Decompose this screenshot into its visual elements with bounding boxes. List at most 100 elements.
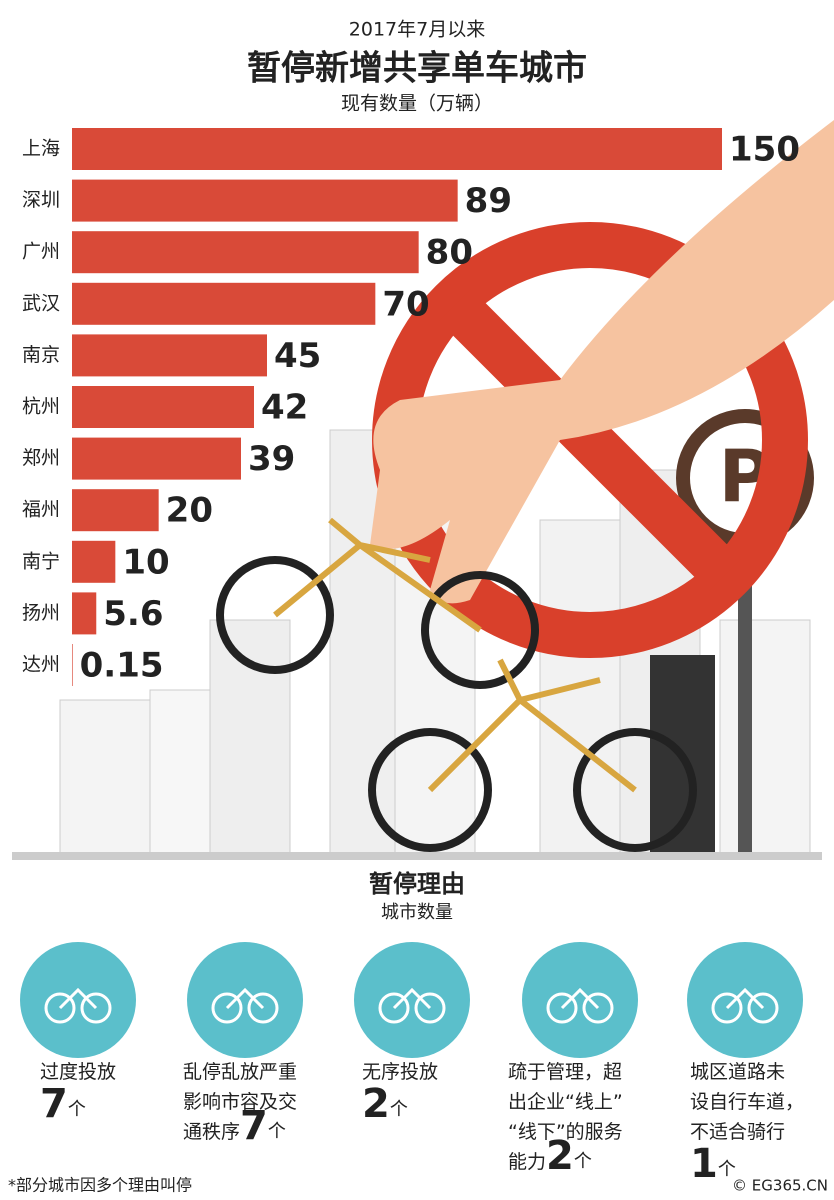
icon-wheel xyxy=(211,992,243,1024)
reason-label: 乱停乱放严重 xyxy=(183,1061,297,1083)
value-label: 5.6 xyxy=(103,594,163,634)
reason-line: 疏于管理，超 xyxy=(508,1061,622,1083)
reason-label: “线下”的服务 xyxy=(508,1121,623,1143)
category-label: 杭州 xyxy=(22,396,60,418)
reason-count-line: 7个 xyxy=(40,1081,86,1127)
icon-frame xyxy=(392,987,432,1010)
bar-chart: 上海 150 深圳 89 广州 80 武汉 70 南京 45 杭州 42 郑州 39 福州 20 南宁 10 扬州 5… xyxy=(22,128,800,686)
chart-title: 暂停新增共享单车城市 xyxy=(247,49,587,89)
icon-frame xyxy=(725,987,765,1010)
category-label: 上海 xyxy=(22,138,60,160)
reason-line: 设自行车道， xyxy=(690,1091,804,1113)
bar xyxy=(72,386,254,428)
value-label: 0.15 xyxy=(80,646,164,686)
reason-line: 城区道路未 xyxy=(690,1061,785,1083)
reason-line: 乱停乱放严重 xyxy=(183,1061,297,1083)
value-label: 10 xyxy=(122,542,169,582)
bar xyxy=(72,489,159,532)
category-label: 深圳 xyxy=(22,189,60,211)
reason-icon xyxy=(20,942,136,1058)
icon-wheel xyxy=(44,992,76,1024)
value-label: 20 xyxy=(166,491,213,531)
reason-line: 能力 xyxy=(508,1151,546,1173)
category-label: 扬州 xyxy=(22,602,60,624)
pretitle: 2017年7月以来 xyxy=(349,19,485,41)
icon-wheel xyxy=(378,992,410,1024)
category-label: 达州 xyxy=(22,654,60,676)
icon-glyph xyxy=(211,987,279,1024)
icon-glyph xyxy=(711,987,779,1024)
reason-label: 通秩序7个 xyxy=(183,1103,286,1149)
reason-count: 2 xyxy=(362,1081,390,1127)
bar xyxy=(72,179,458,222)
reasons-subtitle: 城市数量 xyxy=(381,902,453,923)
category-label: 广州 xyxy=(22,241,60,263)
reason-unit: 个 xyxy=(718,1159,736,1180)
reason-count: 7 xyxy=(240,1103,268,1149)
reason-label: 城区道路未 xyxy=(690,1061,785,1083)
reason-line: 过度投放 xyxy=(40,1061,116,1083)
reason-label: 过度投放 xyxy=(40,1061,116,1083)
reason-icon xyxy=(354,942,470,1058)
icon-wheel xyxy=(80,992,112,1024)
bar xyxy=(72,282,376,325)
value-label: 39 xyxy=(248,439,295,479)
bar xyxy=(72,334,267,377)
value-label: 42 xyxy=(261,388,308,428)
reason-icon xyxy=(187,942,303,1058)
reason-line: 不适合骑行 xyxy=(690,1121,785,1143)
bar xyxy=(72,540,116,583)
value-label: 89 xyxy=(465,181,512,221)
reason-label: 影响市容及交 xyxy=(183,1091,297,1113)
icon-frame xyxy=(560,987,600,1010)
reason-label: 不适合骑行 xyxy=(690,1121,785,1143)
reason-line: 影响市容及交 xyxy=(183,1091,297,1113)
reason-line: 无序投放 xyxy=(362,1061,438,1083)
bar xyxy=(72,592,97,635)
reason-line: 出企业“线上” xyxy=(508,1091,623,1113)
icon-glyph xyxy=(546,987,614,1024)
value-label: 70 xyxy=(382,284,429,324)
illustration: P xyxy=(12,120,834,860)
reason-label: 出企业“线上” xyxy=(508,1091,623,1113)
reason-label: 疏于管理，超 xyxy=(508,1061,622,1083)
credit: © EG365.CN xyxy=(732,1177,828,1195)
reason-unit: 个 xyxy=(574,1151,592,1172)
icon-frame xyxy=(58,987,98,1010)
icon-frame xyxy=(225,987,265,1010)
reason-line: 通秩序 xyxy=(183,1121,240,1143)
reason-icon xyxy=(687,942,803,1058)
bar xyxy=(72,644,73,686)
icon-wheel xyxy=(582,992,614,1024)
category-label: 福州 xyxy=(22,499,60,521)
icon-glyph xyxy=(378,987,446,1024)
category-label: 郑州 xyxy=(22,447,60,469)
reason-label: 设自行车道， xyxy=(690,1091,804,1113)
value-label: 80 xyxy=(426,233,473,273)
category-label: 南宁 xyxy=(22,550,60,572)
icon-wheel xyxy=(546,992,578,1024)
reason-unit: 个 xyxy=(268,1121,286,1142)
bar xyxy=(72,231,419,274)
icon-glyph xyxy=(44,987,112,1024)
reasons: 过度投放7个乱停乱放严重影响市容及交通秩序7个无序投放2个疏于管理，超出企业“线… xyxy=(20,942,804,1187)
reason-count-line: 2个 xyxy=(362,1081,408,1127)
reason-label: 能力2个 xyxy=(508,1133,592,1179)
chart-subtitle: 现有数量（万辆） xyxy=(341,93,493,115)
value-label: 45 xyxy=(274,336,321,376)
reason-unit: 个 xyxy=(68,1099,86,1120)
icon-wheel xyxy=(247,992,279,1024)
bar xyxy=(72,128,722,170)
category-label: 武汉 xyxy=(22,292,60,314)
icon-wheel xyxy=(414,992,446,1024)
reason-label: 无序投放 xyxy=(362,1061,438,1083)
icon-wheel xyxy=(747,992,779,1024)
reason-count-line: 1个 xyxy=(690,1141,736,1187)
bar xyxy=(72,437,241,480)
reason-count: 7 xyxy=(40,1081,68,1127)
reasons-title: 暂停理由 xyxy=(369,870,465,898)
reason-unit: 个 xyxy=(390,1099,408,1120)
value-label: 150 xyxy=(729,130,800,170)
reason-icon xyxy=(522,942,638,1058)
